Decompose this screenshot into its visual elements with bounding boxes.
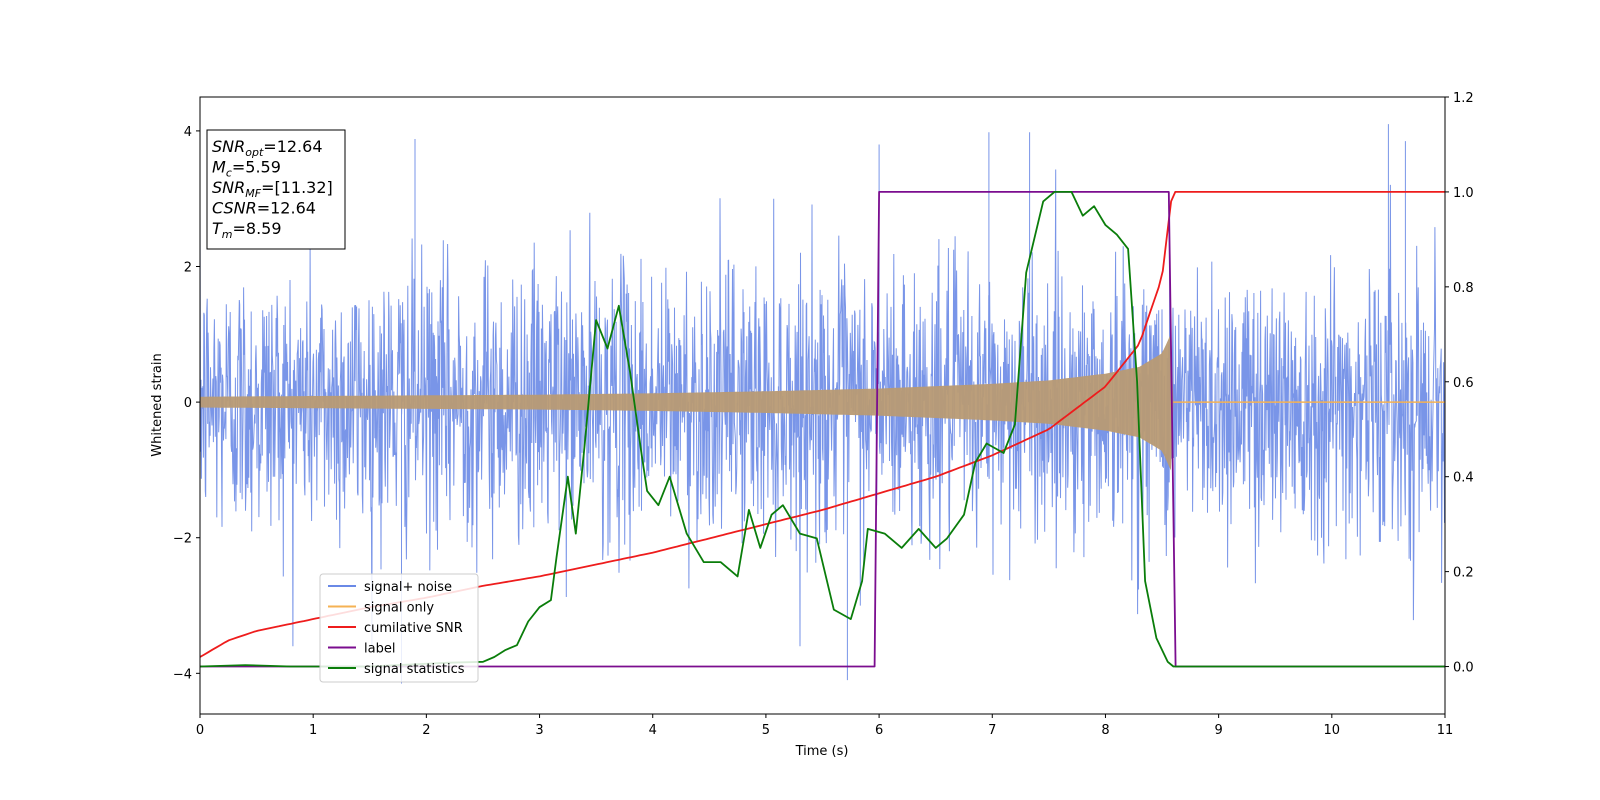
- y-axis-label: Whitened strain: [150, 353, 165, 456]
- x-tick-label: 5: [762, 723, 770, 738]
- x-tick-label: 7: [988, 723, 996, 738]
- y2-tick-label: 0.0: [1453, 661, 1474, 676]
- x-tick-label: 6: [875, 723, 883, 738]
- series-signal-only: [200, 333, 1174, 471]
- annotation-line: CSNR=12.64: [212, 199, 316, 218]
- annotation-line: SNRopt=12.64: [212, 137, 323, 159]
- annotation-line: SNRMF=[11.32]: [212, 178, 333, 200]
- x-tick-label: 10: [1324, 723, 1341, 738]
- x-tick-label: 4: [649, 723, 657, 738]
- legend-entry: cumilative SNR: [364, 621, 463, 636]
- x-tick-label: 1: [309, 723, 317, 738]
- y-tick-label: 2: [184, 261, 192, 276]
- legend: signal+ noise signal only cumilative SNR la…: [319, 573, 479, 683]
- y-tick-label: 4: [184, 125, 192, 140]
- annotation-frame: [206, 129, 346, 250]
- x-tick-label: 3: [535, 723, 543, 738]
- annotation-line: Tm=8.59: [212, 219, 282, 241]
- y-tick-label: −2: [173, 532, 192, 547]
- x-tick-label: 8: [1101, 723, 1109, 738]
- y2-tick-label: 0.4: [1453, 471, 1474, 486]
- legend-entry: label: [364, 642, 395, 657]
- axes-layer: 0 1 2 3 4 5 6 7 8 9 10 11 −4 −2 0 2 4 0.0 0.2 0.4 0.6 0.8 1.0 1…: [173, 91, 1474, 738]
- y2-tick-label: 1.0: [1453, 186, 1474, 201]
- y2-tick-label: 1.2: [1453, 91, 1474, 106]
- x-tick-label: 9: [1214, 723, 1222, 738]
- x-tick-label: 0: [196, 723, 204, 738]
- legend-frame: [319, 573, 479, 683]
- legend-entry: signal statistics: [364, 662, 465, 677]
- x-tick-label: 2: [422, 723, 430, 738]
- y2-tick-label: 0.6: [1453, 376, 1474, 391]
- x-tick-label: 11: [1437, 723, 1454, 738]
- y-tick-label: −4: [173, 667, 192, 682]
- plot-frame: [199, 96, 1446, 715]
- x-axis-label: Time (s): [795, 744, 849, 759]
- y-tick-label: 0: [184, 396, 192, 411]
- y2-tick-label: 0.8: [1453, 281, 1474, 296]
- y2-tick-label: 0.2: [1453, 566, 1474, 581]
- annotation-box: SNRopt=12.64Mc=5.59SNRMF=[11.32]CSNR=12.…: [206, 129, 346, 250]
- series-signal-statistics: [200, 191, 1445, 668]
- legend-entry: signal only: [364, 601, 434, 616]
- legend-entry: signal+ noise: [364, 580, 452, 595]
- annotation-line: Mc=5.59: [212, 158, 281, 180]
